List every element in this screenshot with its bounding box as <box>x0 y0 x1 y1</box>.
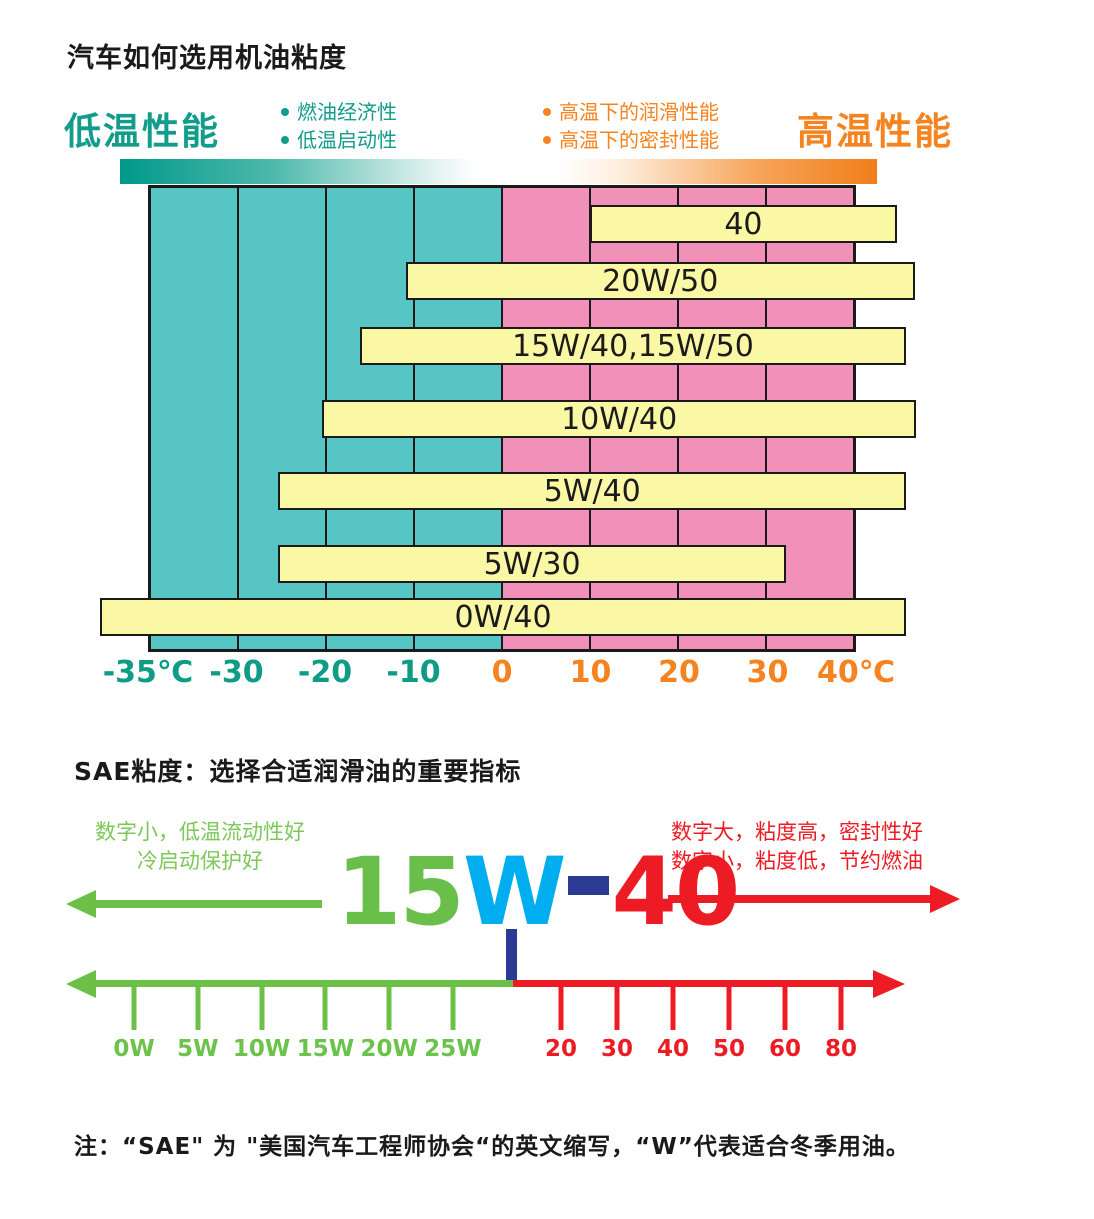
winter-number: 15 <box>336 838 465 947</box>
scale-tick-label: 0W <box>113 1036 155 1062</box>
x-axis-tick-label: -30 <box>209 655 264 690</box>
x-axis-labels: -35℃ -30 -20 -10 0 10 20 30 40℃ <box>103 655 895 691</box>
bullet-dot-icon <box>281 136 289 144</box>
scale-tick <box>726 984 732 1030</box>
bullet-text: 高温下的密封性能 <box>559 128 719 152</box>
scale-tick <box>558 984 564 1030</box>
scale-tick <box>131 984 137 1030</box>
scale-tick <box>259 984 265 1030</box>
x-axis-tick-label: 10 <box>569 655 612 690</box>
low-temp-bullet-list: 燃油经济性 低温启动性 <box>281 98 397 154</box>
temperature-gradient-strip <box>120 159 877 184</box>
viscosity-bar: 15W/40,15W/50 <box>359 327 907 365</box>
scale-tick <box>838 984 844 1030</box>
grade-divider-tick <box>506 929 517 987</box>
winter-scale-line <box>90 980 513 987</box>
x-axis-tick-label: 0 <box>491 655 513 690</box>
page-title: 汽车如何选用机油粘度 <box>67 43 347 74</box>
winter-side-note: 数字小，低温流动性好 冷启动保护好 <box>80 818 320 876</box>
low-temp-performance-label: 低温性能 <box>64 110 220 153</box>
scale-tick <box>386 984 392 1030</box>
note-line: 数字大，粘度高，密封性好 <box>671 820 923 844</box>
viscosity-bar: 0W/40 <box>99 598 907 636</box>
bullet-item: 低温启动性 <box>281 126 397 154</box>
scale-tick-label: 20 <box>544 1036 578 1062</box>
w-letter: W <box>462 838 567 947</box>
scale-tick-label: 20W <box>360 1036 418 1062</box>
bullet-dot-icon <box>543 108 551 116</box>
viscosity-bar: 10W/40 <box>322 400 917 438</box>
high-temp-bullet-list: 高温下的润滑性能 高温下的密封性能 <box>543 98 719 154</box>
bullet-item: 高温下的密封性能 <box>543 126 719 154</box>
x-axis-tick-label: -10 <box>386 655 441 690</box>
scale-tick-label: 80 <box>824 1036 858 1062</box>
bullet-item: 燃油经济性 <box>281 98 397 126</box>
bullet-text: 燃油经济性 <box>297 100 397 124</box>
note-line: 冷启动保护好 <box>137 849 263 873</box>
scale-tick-label: 25W <box>424 1036 482 1062</box>
viscosity-bar: 5W/40 <box>278 472 907 510</box>
footnote: 注：“SAE" 为 "美国汽车工程师协会“的英文缩写，“W”代表适合冬季用油。 <box>74 1134 910 1160</box>
scale-tick-label: 60 <box>768 1036 802 1062</box>
hot-number: 40 <box>611 838 741 947</box>
grade-dash <box>567 876 609 895</box>
bullet-text: 高温下的润滑性能 <box>559 100 719 124</box>
left-arrowhead-icon <box>66 890 96 918</box>
hot-side-note: 数字大，粘度高，密封性好 数字小，粘度低，节约燃油 <box>658 818 936 876</box>
scale-tick <box>195 984 201 1030</box>
high-temp-performance-label: 高温性能 <box>797 110 953 153</box>
hot-scale-line <box>513 980 873 987</box>
bullet-item: 高温下的润滑性能 <box>543 98 719 126</box>
x-axis-tick-label: -35℃ <box>102 655 194 690</box>
sae-section-title: SAE粘度：选择合适润滑油的重要指标 <box>74 757 522 786</box>
viscosity-bar: 5W/30 <box>278 545 786 583</box>
note-line: 数字小，粘度低，节约燃油 <box>671 849 923 873</box>
right-arrow-line <box>668 895 930 903</box>
right-arrowhead-icon <box>930 885 960 913</box>
scale-tick <box>614 984 620 1030</box>
scale-right-arrowhead-icon <box>873 970 905 998</box>
scale-tick-label: 15W <box>296 1036 355 1062</box>
scale-tick <box>322 984 328 1030</box>
left-arrow-line <box>92 900 322 908</box>
scale-tick-label: 30 <box>600 1036 634 1062</box>
x-axis-tick-label: 30 <box>746 655 789 690</box>
scale-tick-label: 10W <box>232 1036 291 1062</box>
x-axis-tick-label: 40℃ <box>816 655 896 690</box>
bullet-dot-icon <box>543 136 551 144</box>
oil-grade-label: 15W 40 <box>336 846 740 940</box>
scale-tick <box>450 984 456 1030</box>
viscosity-chart: 40 20W/50 15W/40,15W/50 10W/40 5W/40 5W/30 0W/… <box>99 185 917 652</box>
scale-tick-label: 5W <box>177 1036 219 1062</box>
chart-column-cold <box>151 188 237 649</box>
scale-tick-label: 50 <box>712 1036 746 1062</box>
x-axis-tick-label: 20 <box>658 655 700 690</box>
bullet-dot-icon <box>281 108 289 116</box>
scale-tick <box>782 984 788 1030</box>
viscosity-bar: 40 <box>589 205 898 243</box>
bullet-text: 低温启动性 <box>297 128 397 152</box>
scale-tick-label: 40 <box>656 1036 690 1062</box>
viscosity-bar: 20W/50 <box>405 262 915 300</box>
scale-tick <box>670 984 676 1030</box>
note-line: 数字小，低温流动性好 <box>95 820 305 844</box>
x-axis-tick-label: -20 <box>297 655 353 690</box>
